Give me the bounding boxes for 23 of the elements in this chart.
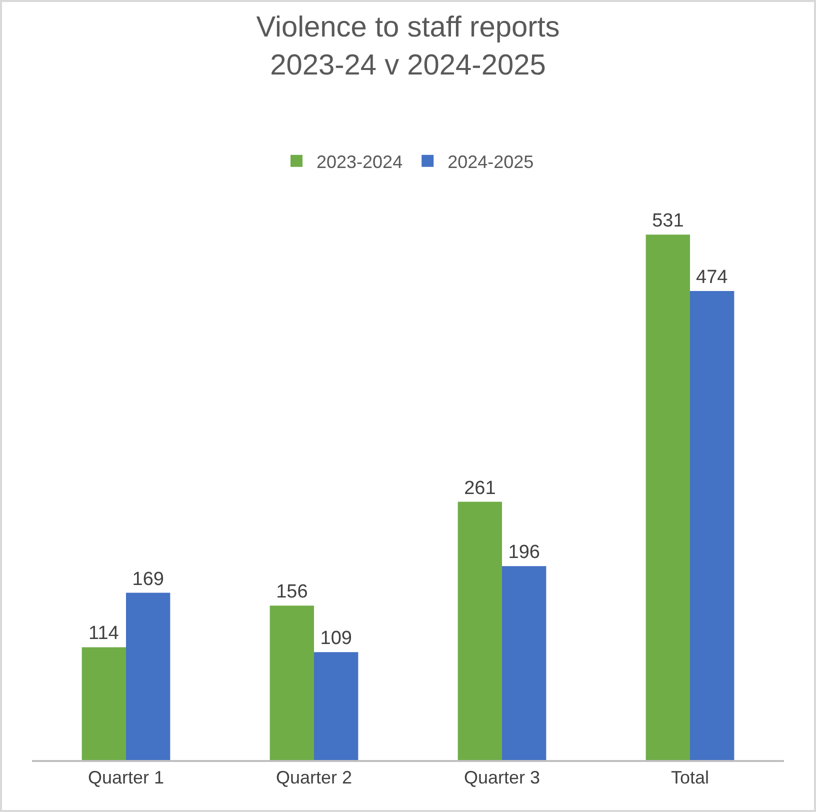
bar [690, 291, 734, 760]
legend-label: 2023-2024 [316, 152, 403, 172]
x-tick-label: Quarter 3 [464, 767, 540, 788]
bar [458, 502, 502, 760]
bar [126, 592, 170, 760]
data-label: 109 [320, 628, 352, 650]
data-label: 156 [276, 582, 308, 603]
data-label: 261 [464, 478, 496, 499]
data-label: 196 [508, 542, 540, 564]
data-label: 169 [132, 568, 164, 590]
bar [502, 566, 546, 760]
bar [82, 647, 126, 760]
data-label: 531 [652, 210, 684, 232]
data-label: 114 [88, 623, 120, 644]
x-tick-label: Quarter 1 [88, 767, 164, 788]
x-tick-label: Total [670, 767, 710, 788]
bar [270, 606, 314, 760]
bar [646, 234, 690, 760]
chart-title: Violence to staff reports 2023-24 v 2024-2025 [256, 12, 560, 82]
x-tick-label: Quarter 2 [276, 767, 352, 788]
legend-label: 2024-2025 [448, 152, 534, 172]
bar [314, 652, 358, 760]
data-label: 474 [696, 267, 728, 288]
